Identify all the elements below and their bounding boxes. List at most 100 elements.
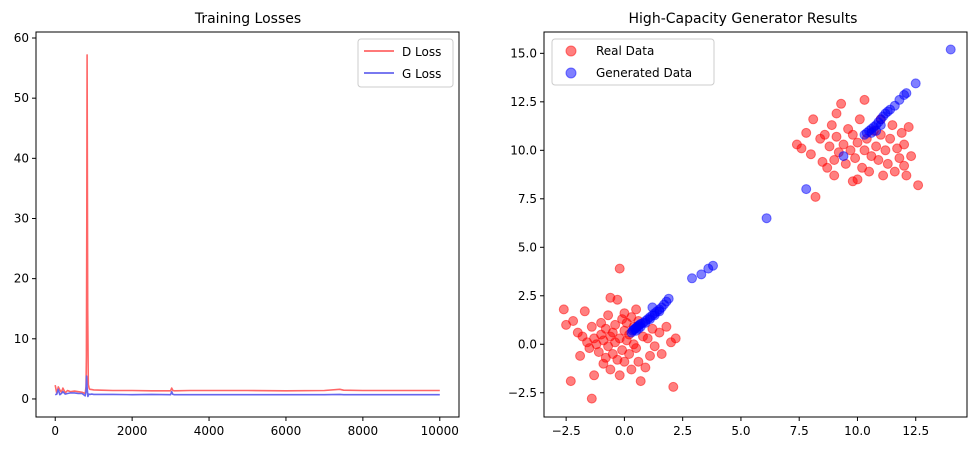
point-real-data [887, 120, 898, 131]
point-real-data [661, 321, 672, 332]
point-real-data [575, 350, 586, 361]
point-real-data [558, 304, 569, 315]
point-generated-data [708, 260, 718, 271]
loss-x-tick-label: 8000 [348, 424, 379, 438]
point-real-data [880, 145, 891, 156]
loss-x-tick-label: 2000 [117, 424, 148, 438]
scatter-x-tick-label: 10.0 [844, 424, 871, 438]
point-real-data [649, 341, 660, 352]
point-real-data [654, 327, 665, 338]
point-real-data [894, 153, 905, 164]
point-generated-data [945, 44, 956, 55]
point-real-data [603, 310, 614, 321]
loss-x-tick-label: 6000 [271, 424, 302, 438]
point-real-data [852, 174, 863, 185]
point-real-data [836, 98, 847, 109]
legend-label-generated: Generated Data [596, 66, 692, 80]
point-real-data [829, 155, 840, 165]
point-real-data [847, 129, 858, 140]
point-real-data [624, 349, 635, 359]
point-real-data [808, 114, 819, 125]
scatter-chart-title: High-Capacity Generator Results [629, 11, 858, 27]
loss-chart-legend: D Loss G Loss [357, 38, 454, 88]
scatter-y-tick-label: 5.0 [518, 240, 537, 254]
scatter-y-tick-label: 7.5 [518, 192, 537, 206]
point-real-data [882, 158, 893, 169]
point-real-data [822, 162, 833, 173]
point-real-data [838, 139, 849, 150]
loss-y-tick-label: 0 [21, 392, 29, 406]
loss-chart-axes: 0 2000 4000 6000 8000 10000 0 10 20 30 40 50 60 [14, 31, 459, 438]
point-real-data [873, 155, 884, 165]
point-real-data [854, 114, 865, 125]
point-real-data [913, 180, 924, 191]
point-real-data [619, 308, 630, 319]
loss-y-tick-label: 60 [14, 31, 29, 45]
loss-y-tick-label: 50 [14, 91, 29, 105]
point-real-data [801, 127, 812, 138]
point-real-data [670, 333, 681, 344]
point-real-data [859, 145, 870, 156]
legend-label-g-loss: G Loss [402, 67, 441, 81]
scatter-y-tick-label: 10.0 [510, 143, 537, 157]
scatter-x-tick-label: −2.5 [552, 424, 581, 438]
point-real-data [901, 170, 912, 181]
point-real-data [831, 131, 842, 142]
point-real-data [631, 343, 642, 354]
point-real-data [829, 170, 840, 181]
point-real-data [864, 166, 875, 177]
point-real-data [656, 349, 667, 359]
point-real-data [642, 333, 653, 344]
point-real-data [889, 166, 900, 177]
point-real-data [831, 108, 842, 119]
point-generated-data [663, 293, 674, 304]
point-real-data [899, 139, 910, 150]
point-real-data [852, 137, 863, 148]
scatter-y-tick-label: 0.0 [518, 337, 537, 351]
scatter-chart: High-Capacity Generator Results −2.5 0.0 2… [508, 11, 968, 438]
point-real-data [614, 370, 625, 381]
point-real-data [668, 381, 679, 392]
point-real-data [819, 129, 830, 140]
loss-chart-series [54, 54, 440, 398]
point-real-data [850, 153, 861, 164]
point-real-data [614, 263, 625, 274]
point-generated-data [875, 120, 886, 131]
point-real-data [568, 316, 579, 326]
legend-box [551, 38, 715, 86]
scatter-y-tick-label: −2.5 [508, 386, 537, 400]
point-real-data [845, 145, 856, 156]
point-real-data [885, 133, 896, 144]
point-real-data [589, 370, 600, 381]
point-generated-data [838, 151, 849, 162]
point-generated-data [761, 213, 772, 224]
point-real-data [859, 94, 870, 105]
series-line-g-loss [54, 375, 440, 398]
point-generated-data [901, 88, 912, 99]
point-real-data [619, 356, 630, 367]
scatter-y-tick-label: 2.5 [518, 289, 537, 303]
point-real-data [626, 364, 637, 375]
point-generated-data [696, 269, 707, 280]
scatter-y-tick-label: 15.0 [510, 46, 537, 60]
point-real-data [635, 376, 646, 387]
point-real-data [878, 170, 889, 181]
scatter-y-tick-label: 12.5 [510, 95, 537, 109]
point-real-data [899, 160, 910, 171]
point-real-data [586, 321, 597, 332]
point-real-data [610, 319, 621, 330]
loss-chart-title: Training Losses [194, 11, 301, 27]
point-generated-data [647, 302, 658, 313]
scatter-x-tick-label: 12.5 [902, 424, 929, 438]
loss-y-tick-label: 40 [14, 151, 29, 165]
point-real-data [593, 347, 604, 357]
scatter-chart-points [558, 44, 956, 404]
scatter-chart-axes: −2.5 0.0 2.5 5.0 7.5 10.0 12.5 −2.5 0.0 2.5 5.0 7.5… [508, 46, 929, 438]
scatter-chart-frame [543, 31, 968, 418]
point-real-data [810, 191, 821, 202]
point-generated-data [801, 184, 812, 195]
scatter-x-tick-label: 0.0 [615, 424, 634, 438]
point-real-data [640, 362, 651, 373]
point-real-data [896, 127, 907, 138]
